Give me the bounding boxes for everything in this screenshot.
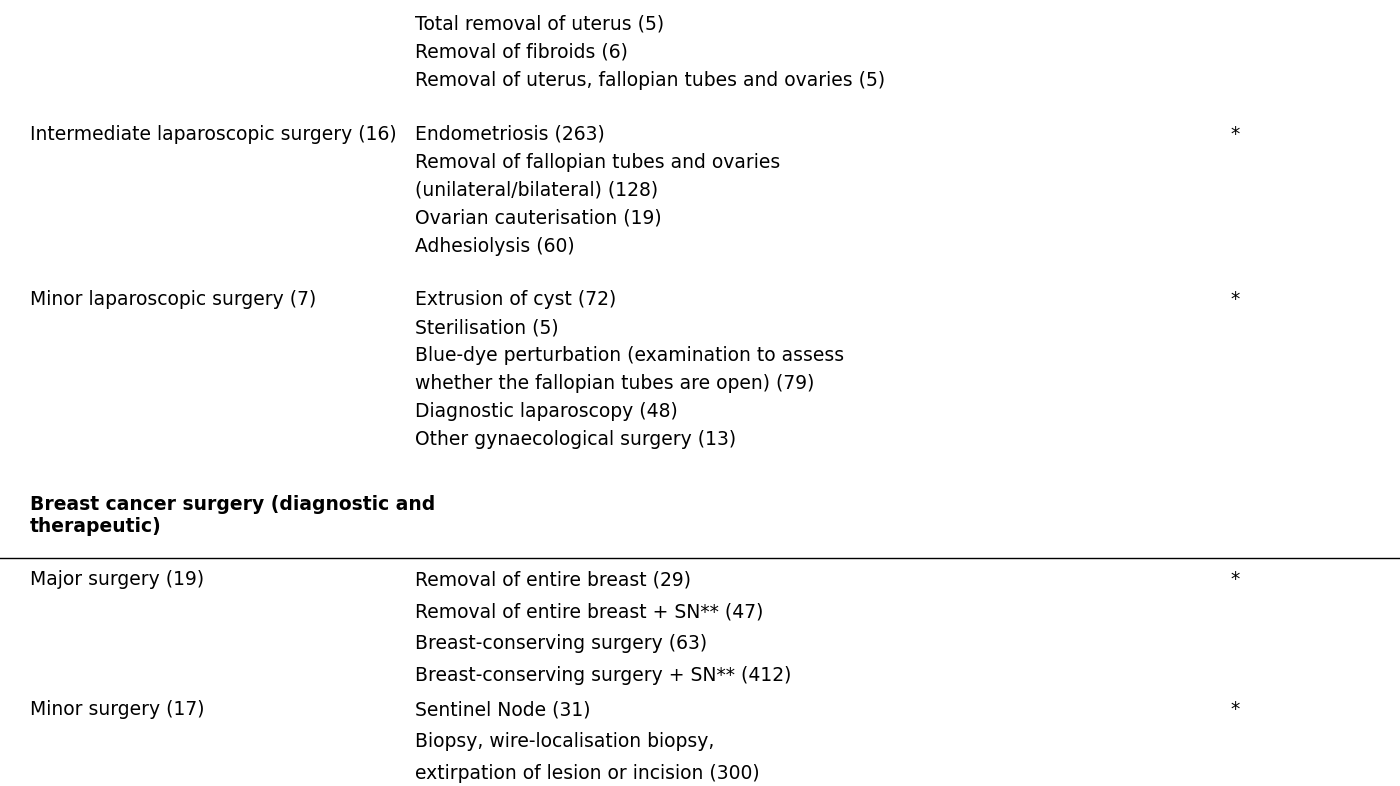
Text: Diagnostic laparoscopy (48): Diagnostic laparoscopy (48) xyxy=(414,402,678,421)
Text: extirpation of lesion or incision (300): extirpation of lesion or incision (300) xyxy=(414,764,760,783)
Text: Breast-conserving surgery + SN** (412): Breast-conserving surgery + SN** (412) xyxy=(414,666,791,685)
Text: Minor laparoscopic surgery (7): Minor laparoscopic surgery (7) xyxy=(29,290,316,309)
Text: Ovarian cauterisation (19): Ovarian cauterisation (19) xyxy=(414,209,662,228)
Text: Minor surgery (17): Minor surgery (17) xyxy=(29,700,204,719)
Text: Removal of uterus, fallopian tubes and ovaries (5): Removal of uterus, fallopian tubes and o… xyxy=(414,71,885,90)
Text: Adhesiolysis (60): Adhesiolysis (60) xyxy=(414,237,574,256)
Text: *: * xyxy=(1231,290,1239,309)
Text: *: * xyxy=(1231,125,1239,144)
Text: (unilateral/bilateral) (128): (unilateral/bilateral) (128) xyxy=(414,181,658,200)
Text: Removal of entire breast (29): Removal of entire breast (29) xyxy=(414,570,692,589)
Text: Endometriosis (263): Endometriosis (263) xyxy=(414,125,605,144)
Text: Sterilisation (5): Sterilisation (5) xyxy=(414,318,559,337)
Text: Breast cancer surgery (diagnostic and
therapeutic): Breast cancer surgery (diagnostic and th… xyxy=(29,495,435,536)
Text: Other gynaecological surgery (13): Other gynaecological surgery (13) xyxy=(414,430,736,449)
Text: *: * xyxy=(1231,700,1239,719)
Text: *: * xyxy=(1231,570,1239,589)
Text: whether the fallopian tubes are open) (79): whether the fallopian tubes are open) (7… xyxy=(414,374,815,393)
Text: Blue-dye perturbation (examination to assess: Blue-dye perturbation (examination to as… xyxy=(414,346,844,365)
Text: Intermediate laparoscopic surgery (16): Intermediate laparoscopic surgery (16) xyxy=(29,125,396,144)
Text: Major surgery (19): Major surgery (19) xyxy=(29,570,204,589)
Text: Biopsy, wire-localisation biopsy,: Biopsy, wire-localisation biopsy, xyxy=(414,732,714,751)
Text: Total removal of uterus (5): Total removal of uterus (5) xyxy=(414,15,664,34)
Text: Extrusion of cyst (72): Extrusion of cyst (72) xyxy=(414,290,616,309)
Text: Sentinel Node (31): Sentinel Node (31) xyxy=(414,700,591,719)
Text: Removal of fallopian tubes and ovaries: Removal of fallopian tubes and ovaries xyxy=(414,153,780,172)
Text: Removal of fibroids (6): Removal of fibroids (6) xyxy=(414,43,627,62)
Text: Breast-conserving surgery (63): Breast-conserving surgery (63) xyxy=(414,634,707,653)
Text: Removal of entire breast + SN** (47): Removal of entire breast + SN** (47) xyxy=(414,602,763,621)
